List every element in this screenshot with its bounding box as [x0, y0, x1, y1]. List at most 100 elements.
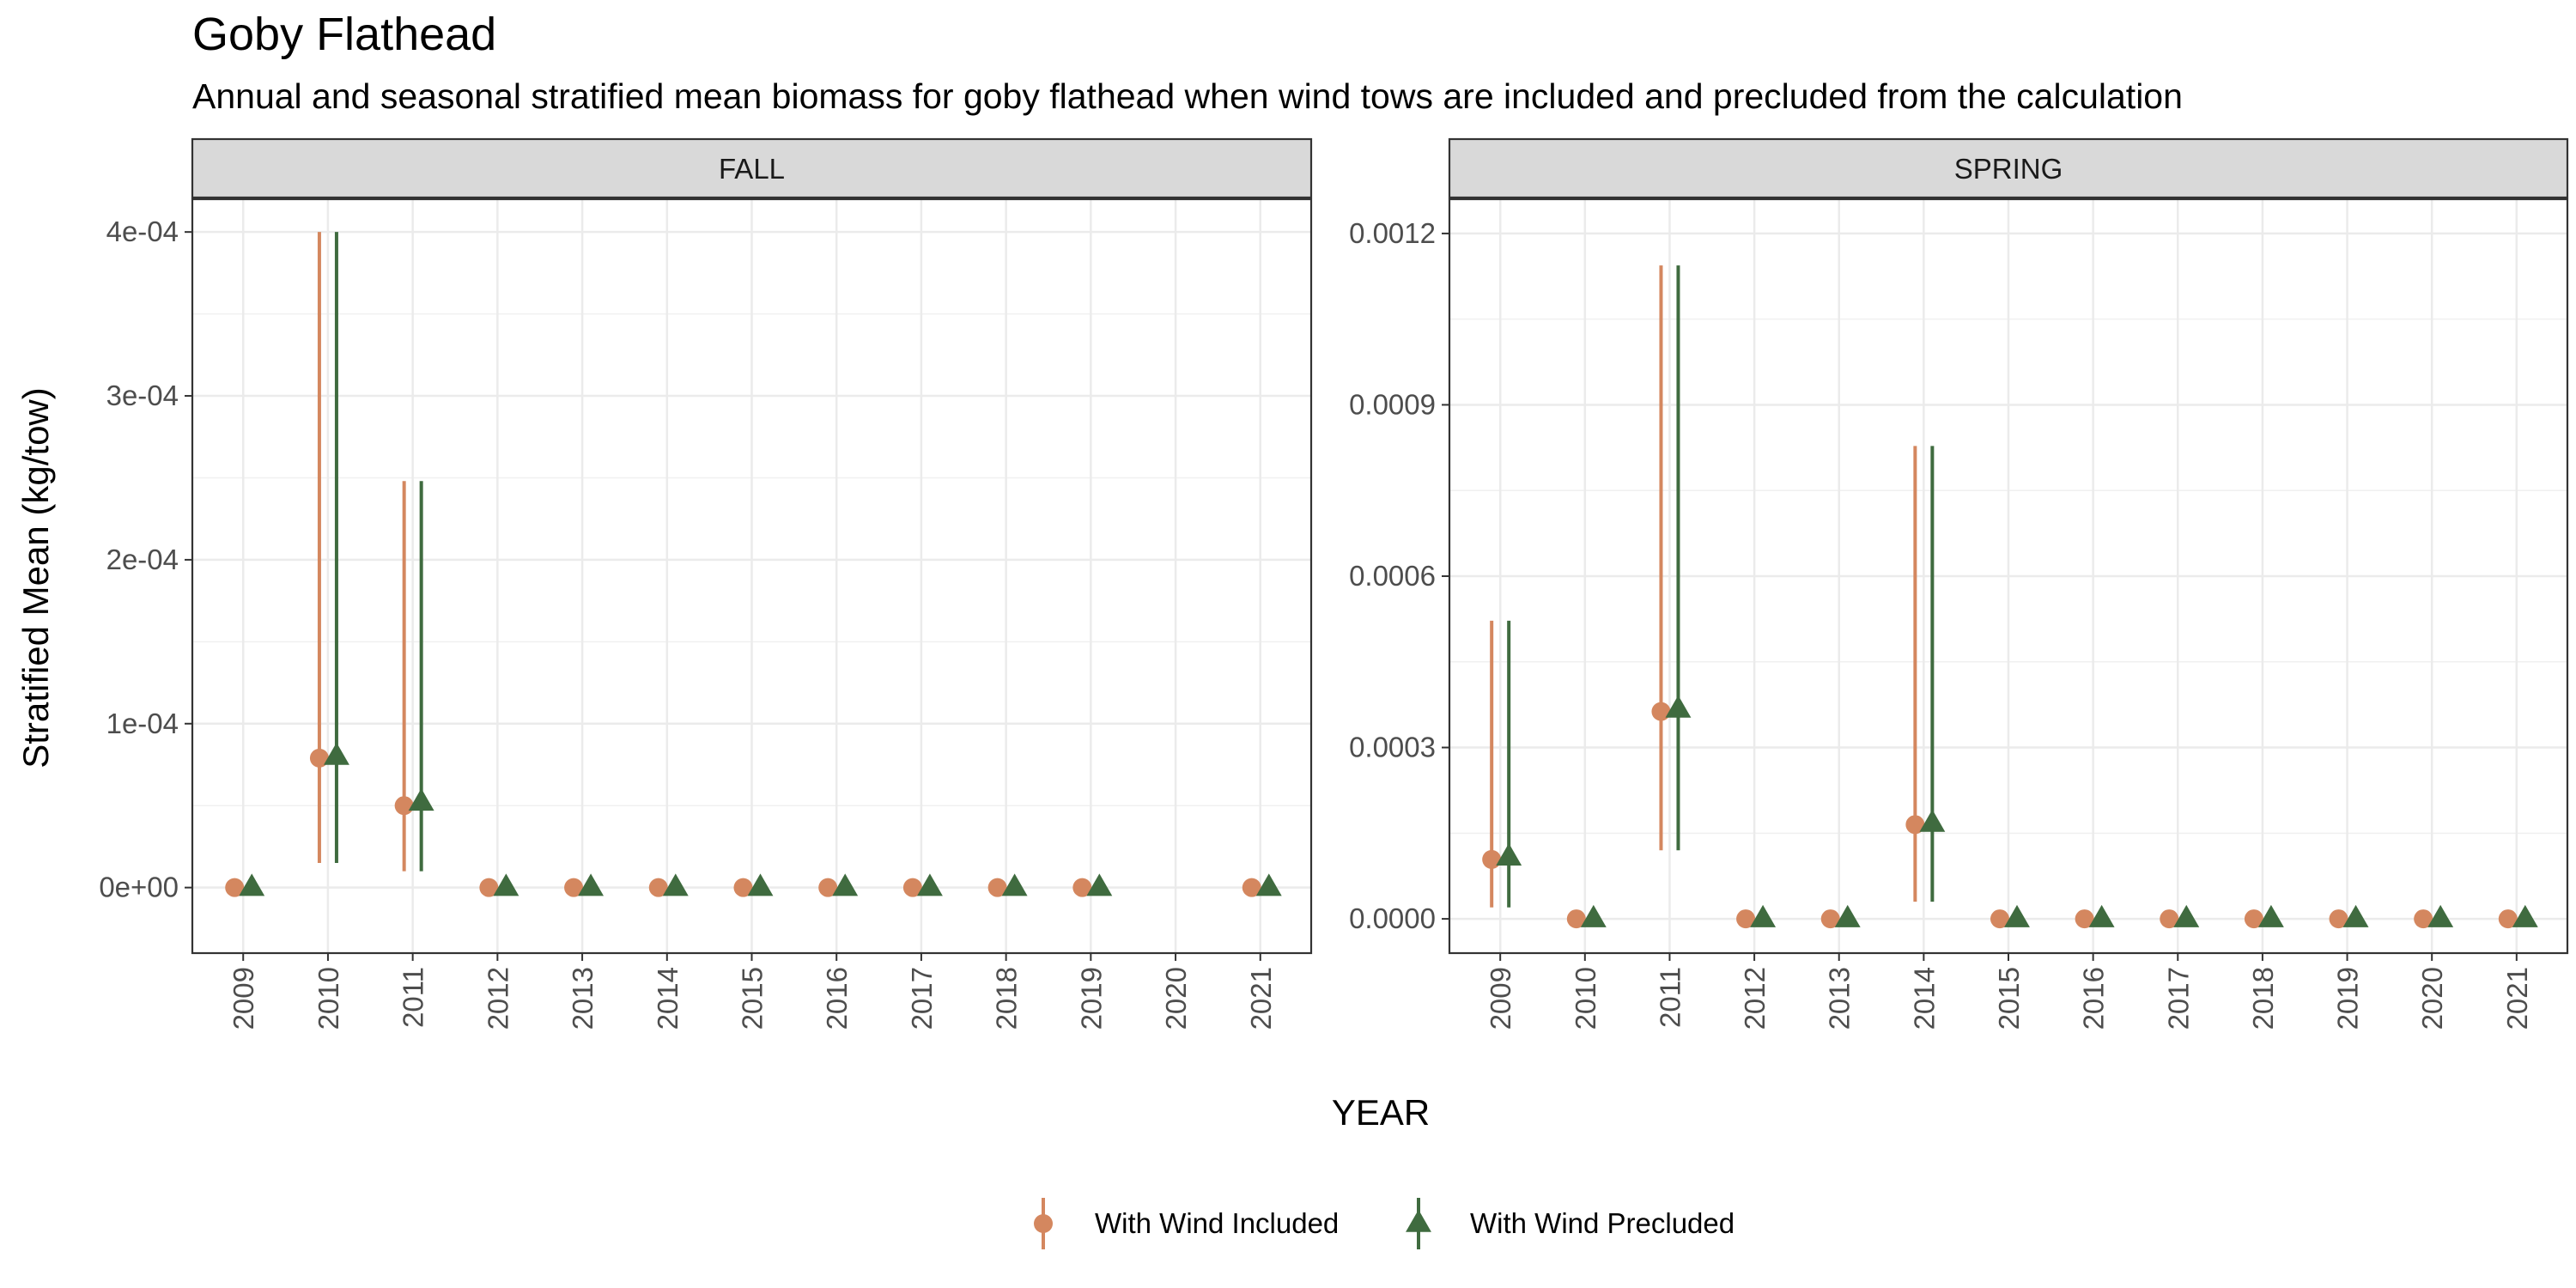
data-point — [1665, 695, 1692, 718]
x-tick-label: 2011 — [1654, 967, 1686, 1028]
y-tick-label: 0e+00 — [99, 872, 179, 903]
x-tick-label: 2021 — [1245, 967, 1277, 1030]
data-point — [2257, 904, 2284, 927]
data-point — [1072, 878, 1092, 897]
data-point — [323, 742, 349, 765]
x-tick-label: 2014 — [652, 967, 683, 1030]
y-tick-label: 1e-04 — [106, 708, 179, 739]
data-point — [818, 878, 838, 897]
x-tick-label: 2012 — [1739, 967, 1771, 1030]
x-tick-label: 2020 — [1160, 967, 1192, 1030]
data-point — [648, 878, 668, 897]
x-tick-label: 2020 — [2416, 967, 2448, 1030]
data-point — [1496, 843, 1522, 866]
data-point — [733, 878, 753, 897]
y-tick-label: 0.0000 — [1349, 902, 1436, 934]
data-point — [1001, 873, 1028, 896]
data-point — [578, 873, 605, 896]
data-point — [1990, 909, 2009, 929]
legend-key-triangle — [1406, 1209, 1431, 1232]
chart-title: Goby Flathead — [192, 9, 496, 60]
x-tick-label: 2013 — [567, 967, 598, 1030]
data-point — [479, 878, 499, 897]
x-tick-label: 2009 — [1485, 967, 1516, 1030]
data-point — [1820, 909, 1840, 929]
facet-strip — [191, 137, 1313, 199]
data-point — [1482, 849, 1502, 869]
y-tick-label: 3e-04 — [106, 380, 179, 411]
data-point — [1834, 904, 1861, 927]
data-point — [2075, 909, 2094, 929]
data-point — [2512, 904, 2538, 927]
data-point — [239, 873, 265, 896]
x-tick-label: 2012 — [482, 967, 513, 1030]
panel-border — [191, 197, 1313, 955]
panels: 0e+00 1e-04 2e-04 3e-04 4e-04 2009 2010 2011 201… — [99, 137, 2569, 1030]
data-point — [408, 788, 434, 811]
data-point — [2244, 909, 2263, 929]
x-tick-label: 2018 — [991, 967, 1023, 1030]
x-tick-label: 2018 — [2247, 967, 2279, 1030]
data-point — [1255, 873, 1282, 896]
data-point — [2427, 904, 2454, 927]
data-point — [1750, 904, 1777, 927]
facet-label: SPRING — [1954, 153, 2063, 185]
data-point — [225, 878, 245, 897]
y-tick-label: 0.0012 — [1349, 217, 1436, 249]
chart-subtitle: Annual and seasonal stratified mean biom… — [192, 76, 2183, 116]
data-point — [493, 873, 519, 896]
data-point — [2342, 904, 2369, 927]
x-tick-label: 2010 — [1570, 967, 1601, 1030]
y-tick-label: 0.0003 — [1349, 732, 1436, 763]
x-tick-label: 2010 — [313, 967, 344, 1030]
legend-item: With Wind Included — [1034, 1198, 1339, 1249]
data-point — [2329, 909, 2348, 929]
data-point — [2088, 904, 2115, 927]
x-tick-label: 2021 — [2501, 967, 2533, 1030]
data-point — [2160, 909, 2179, 929]
data-point — [902, 878, 922, 897]
x-tick-label: 2015 — [737, 967, 769, 1030]
data-point — [1580, 904, 1607, 927]
data-point — [747, 873, 774, 896]
y-tick-label: 0.0006 — [1349, 560, 1436, 592]
x-tick-label: 2019 — [2332, 967, 2364, 1030]
data-point — [1905, 815, 1925, 835]
legend-label: With Wind Included — [1095, 1207, 1339, 1239]
x-tick-label: 2009 — [228, 967, 259, 1030]
facet-strip — [1448, 137, 2569, 199]
data-point — [309, 748, 329, 768]
x-tick-label: 2016 — [821, 967, 853, 1030]
data-point — [987, 878, 1007, 897]
panel-spring: 0.0000 0.0003 0.0006 0.0009 0.0012 2009 2010 20… — [1349, 137, 2569, 1030]
data-point — [662, 873, 689, 896]
x-tick-label: 2016 — [2078, 967, 2110, 1030]
data-point — [2173, 904, 2200, 927]
x-tick-label: 2017 — [2162, 967, 2194, 1030]
legend-key-circle — [1034, 1214, 1053, 1233]
y-tick-label: 0.0009 — [1349, 388, 1436, 420]
x-tick-label: 2011 — [398, 967, 429, 1028]
x-tick-label: 2019 — [1075, 967, 1107, 1030]
y-tick-label: 2e-04 — [106, 544, 179, 575]
data-point — [2004, 904, 2030, 927]
legend-label: With Wind Precluded — [1470, 1207, 1735, 1239]
legend-item: With Wind Precluded — [1406, 1198, 1735, 1249]
y-axis-title: Stratified Mean (kg/tow) — [15, 387, 56, 769]
data-point — [1919, 809, 1946, 832]
data-point — [1242, 878, 1261, 897]
facet-label: FALL — [719, 153, 785, 185]
data-point — [394, 796, 414, 816]
panel-fall: 0e+00 1e-04 2e-04 3e-04 4e-04 2009 2010 2011 201… — [99, 137, 1313, 1030]
data-point — [1086, 873, 1113, 896]
data-point — [1736, 909, 1756, 929]
x-tick-label: 2014 — [1908, 967, 1940, 1030]
panel-border — [1448, 197, 2569, 955]
x-axis-title: YEAR — [1332, 1092, 1430, 1133]
data-point — [564, 878, 584, 897]
data-point — [2414, 909, 2433, 929]
data-point — [2498, 909, 2518, 929]
x-tick-label: 2015 — [1993, 967, 2025, 1030]
x-tick-label: 2017 — [906, 967, 938, 1030]
